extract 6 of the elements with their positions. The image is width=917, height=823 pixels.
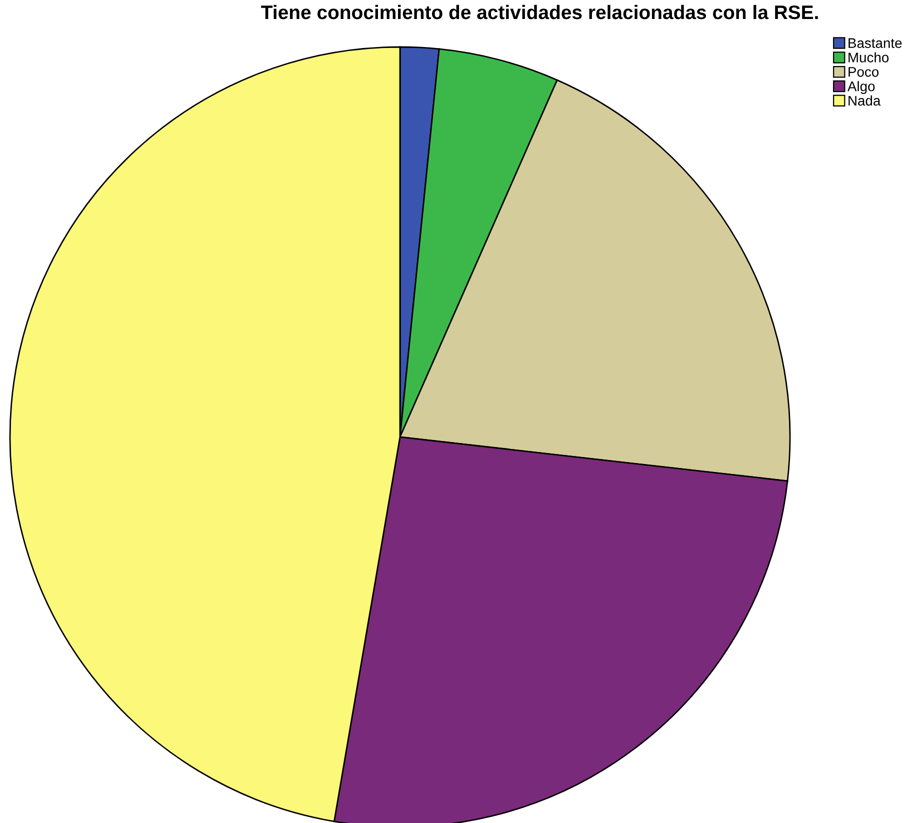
chart-title: Tiene conocimiento de actividades relacionadas con la RSE. — [261, 4, 818, 20]
legend-label: Bastante — [848, 38, 902, 48]
legend-label: Algo — [847, 81, 875, 94]
legend-label: Mucho — [848, 52, 889, 62]
legend-label: Poco — [848, 67, 879, 77]
legend-label: Nada — [848, 95, 881, 106]
